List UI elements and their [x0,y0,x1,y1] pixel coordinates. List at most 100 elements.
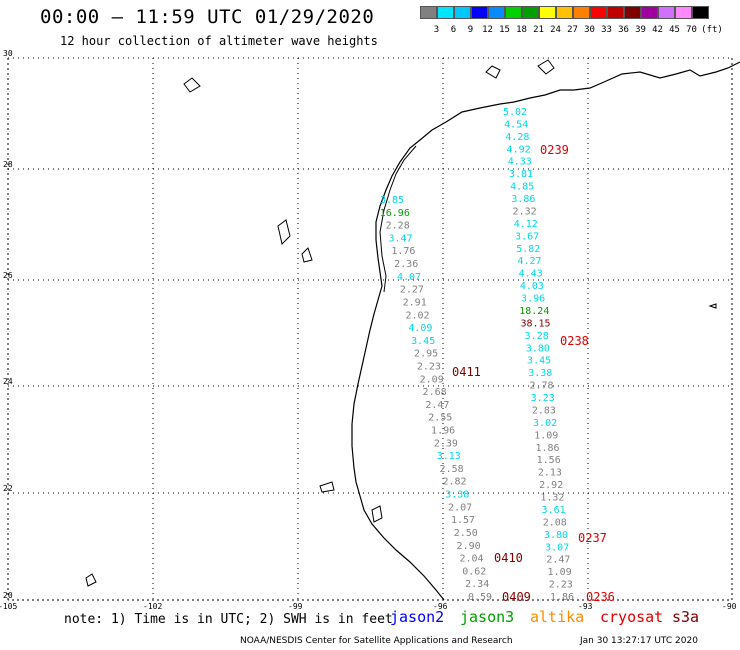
lon-label: -93 [578,602,593,611]
wave-height-label: 2.83 [532,406,556,417]
legend-item: altika [530,608,585,626]
legend-item: jason2 [390,608,445,626]
wave-height-label: 0.62 [462,566,486,577]
barrier-island [379,145,417,293]
scale-swatch [573,6,590,19]
wave-height-label: 2.47 [425,400,449,411]
page-subtitle: 12 hour collection of altimeter wave hei… [60,34,378,48]
wave-height-label: 4.07 [397,272,421,283]
scale-swatch [624,6,641,19]
scale-swatch [454,6,471,19]
lat-label: 24 [3,377,13,386]
wave-height-label: 1.96 [431,426,455,437]
wave-height-label: 3.67 [515,231,539,242]
wave-height-label: 18.24 [519,306,549,317]
footer-note: note: 1) Time is in UTC; 2) SWH is in fe… [64,612,393,627]
wave-height-label: 3.81 [509,169,533,180]
wave-height-label: 2.50 [454,528,478,539]
wave-height-label: 2.39 [434,438,458,449]
wave-height-label: 2.36 [394,259,418,270]
scale-label: 45 [669,25,680,35]
lat-label: 26 [3,271,13,280]
pass-label: 0236 [586,590,615,604]
wave-height-label: 1.86 [550,592,574,603]
wave-height-label: 2.27 [400,285,424,296]
wave-height-label: 3.80 [526,343,550,354]
lon-label: -99 [288,602,303,611]
legend-item: s3a [672,608,700,626]
pass-label: 0239 [540,143,569,157]
scale-swatch [471,6,488,19]
wave-height-label: 3.38 [528,368,552,379]
scale-label: 30 [584,25,595,35]
wave-height-label: 2.07 [448,502,472,513]
wave-height-label: 2.78 [529,381,553,392]
graticule [7,57,733,601]
scale-label: 12 [482,25,493,35]
wave-height-label: 2.34 [465,579,489,590]
scale-swatch [437,6,454,19]
wave-height-label: 3.47 [388,233,412,244]
scale-swatch [539,6,556,19]
altimeter-tracks: 3.8516.962.283.471.762.364.072.272.912.0… [380,107,574,603]
wave-height-label: 3.23 [531,393,555,404]
wave-height-label: 1.57 [451,515,475,526]
wave-height-label: 2.28 [386,221,410,232]
scale-label: 27 [567,25,578,35]
wave-height-label: 4.33 [508,157,532,168]
scale-swatch [505,6,522,19]
wave-height-label: 4.27 [517,256,541,267]
pass-label: 0238 [560,334,589,348]
wave-height-label: 2.08 [543,517,567,528]
lon-label: -96 [433,602,448,611]
wave-height-label: 3.13 [437,451,461,462]
wave-height-label: 2.23 [417,362,441,373]
wave-height-label: 4.43 [519,269,543,280]
scale-unit: (ft) [701,25,723,35]
wave-height-label: 4.12 [514,219,538,230]
wave-height-label: 2.92 [539,480,563,491]
scale-label: 18 [516,25,527,35]
wave-height-label: 2.23 [549,580,573,591]
wave-height-label: 4.92 [507,144,531,155]
wave-height-label: 4.85 [510,182,534,193]
wave-height-label: 5.82 [516,244,540,255]
scale-label: 3 [433,25,440,35]
wave-height-label: 3.45 [411,336,435,347]
wave-height-label: 3.02 [533,418,557,429]
lon-label: -90 [722,602,737,611]
wave-height-label: 2.09 [420,374,444,385]
scale-label: 21 [533,25,544,35]
pass-label: 0410 [494,551,523,565]
wave-height-label: 1.76 [391,246,415,257]
wave-height-label: 3.07 [545,542,569,553]
wave-height-label: 0.59 [468,592,492,603]
wave-height-label: 5.02 [503,107,527,118]
wave-height-label: 3.28 [525,331,549,342]
scale-label: 39 [635,25,646,35]
credit-line: NOAA/NESDIS Center for Satellite Applica… [240,636,513,646]
lat-label: 20 [3,591,13,600]
wave-height-label: 1.09 [534,430,558,441]
wave-height-label: 2.55 [428,413,452,424]
wave-height-label: 4.03 [520,281,544,292]
wave-height-label: 16.96 [380,208,410,219]
lat-label: 30 [3,49,13,58]
pass-label: 0409 [502,590,531,604]
legend-item: jason3 [460,608,515,626]
wave-height-label: 38.15 [520,318,550,329]
lon-label: -105 [0,602,17,611]
page-title: 00:00 – 11:59 UTC 01/29/2020 [40,6,375,28]
lat-label: 28 [3,160,13,169]
scale-label: 33 [601,25,612,35]
wave-height-label: 2.04 [459,554,483,565]
lon-label: -102 [143,602,162,611]
wave-height-label: 2.90 [457,541,481,552]
wave-height-label: 3.85 [380,195,404,206]
wave-height-label: 4.09 [408,323,432,334]
scale-swatch [675,6,692,19]
wave-height-label: 2.13 [538,468,562,479]
axis-labels: 30 28 26 24 22 20 -105 -102 -99 -96 -93 -90 [0,49,737,611]
scale-swatch [420,6,437,19]
